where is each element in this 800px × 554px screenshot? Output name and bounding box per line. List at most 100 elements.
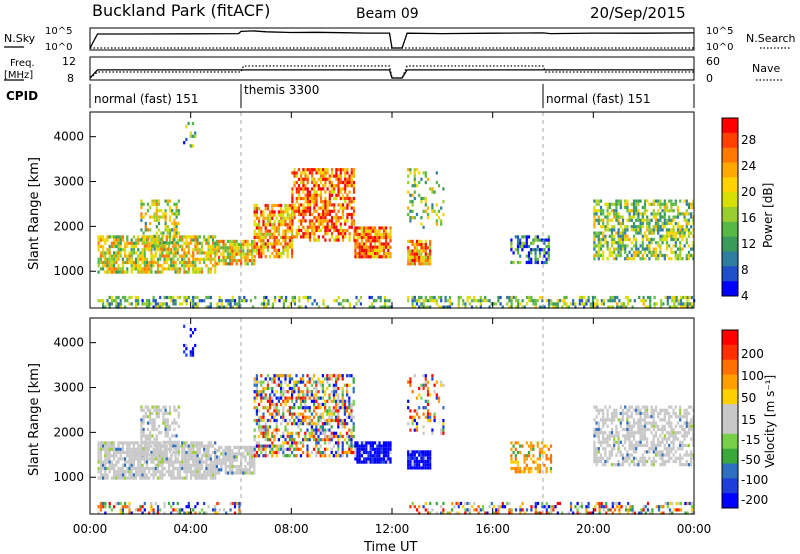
heatmap-cell (686, 295, 689, 300)
heatmap-cell (233, 511, 237, 515)
heatmap-cell (687, 202, 691, 206)
heatmap-cell (194, 134, 197, 138)
heatmap-cell (203, 476, 206, 480)
heatmap-cell (140, 228, 143, 232)
heatmap-cell (510, 302, 513, 306)
heatmap-cell (440, 428, 443, 432)
heatmap-cell (258, 245, 261, 249)
heatmap-cell (674, 253, 677, 258)
heatmap-cell (343, 399, 346, 403)
heatmap-cell (411, 239, 414, 243)
heatmap-cell (150, 264, 153, 268)
heatmap-cell (681, 228, 684, 232)
heatmap-cell (344, 177, 347, 181)
heatmap-cell (339, 203, 342, 207)
heatmap-cell (516, 260, 520, 265)
heatmap-cell (321, 380, 324, 384)
heatmap-cell (108, 254, 111, 258)
heatmap-cell (132, 267, 135, 271)
heatmap-cell (618, 305, 621, 309)
heatmap-cell (339, 187, 342, 191)
heatmap-cell (121, 267, 124, 271)
heatmap-cell (164, 405, 167, 409)
heatmap-cell (176, 295, 179, 300)
heatmap-cell (297, 190, 301, 194)
heatmap-cell (156, 264, 160, 268)
heatmap-cell (317, 415, 320, 419)
heatmap-cell (341, 454, 344, 458)
heatmap-cell (299, 418, 302, 423)
heatmap-cell (435, 212, 438, 217)
heatmap-cell (346, 184, 349, 188)
heatmap-cell (437, 399, 441, 403)
heatmap-cell (594, 505, 597, 509)
heatmap-cell (282, 248, 285, 252)
heatmap-cell (253, 461, 256, 465)
heatmap-cell (424, 450, 427, 454)
heatmap-cell (429, 187, 432, 191)
heatmap-cell (688, 305, 691, 309)
heatmap-cell (168, 440, 172, 444)
heatmap-cell (308, 225, 312, 229)
heatmap-cell (277, 223, 280, 227)
heatmap-cell (630, 225, 633, 229)
heatmap-cell (429, 501, 432, 506)
heatmap-cell (339, 196, 342, 201)
heatmap-cell (363, 229, 366, 233)
heatmap-cell (363, 460, 366, 464)
heatmap-cell (389, 441, 392, 445)
heatmap-cell (358, 457, 361, 461)
heatmap-cell (253, 207, 256, 211)
heatmap-cell (185, 476, 188, 480)
heatmap-cell (117, 470, 120, 474)
heatmap-cell (415, 409, 419, 413)
heatmap-cell (194, 454, 197, 458)
nave-tick-bottom: 0 (706, 72, 713, 85)
heatmap-cell (280, 380, 283, 384)
heatmap-cell (429, 453, 432, 457)
heatmap-cell (665, 205, 669, 210)
heatmap-cell (335, 216, 338, 220)
heatmap-cell (632, 244, 636, 248)
heatmap-cell (462, 299, 465, 303)
heatmap-cell (168, 231, 172, 235)
heatmap-cell (632, 199, 636, 203)
heatmap-cell (435, 299, 438, 303)
heatmap-cell (310, 393, 313, 397)
heatmap-cell (130, 257, 133, 261)
heatmap-cell (104, 260, 107, 265)
heatmap-cell (348, 450, 351, 455)
heatmap-cell (687, 228, 691, 232)
heatmap-cell (643, 257, 647, 261)
heatmap-cell (218, 246, 221, 250)
heatmap-cell (352, 422, 355, 426)
heatmap-cell (574, 305, 577, 309)
heatmap-cell (124, 470, 127, 474)
heatmap-cell (369, 232, 372, 236)
heatmap-cell (407, 459, 410, 464)
heatmap-cell (348, 402, 351, 407)
nave-tick-top: 60 (706, 55, 720, 68)
heatmap-cell (255, 406, 258, 410)
heatmap-cell (371, 450, 374, 455)
heatmap-cell (299, 396, 302, 400)
heatmap-cell (194, 248, 197, 252)
heatmap-cell (437, 209, 441, 213)
heatmap-cell (413, 174, 416, 178)
heatmap-cell (324, 399, 327, 403)
heatmap-cell (508, 299, 511, 303)
heatmap-cell (357, 299, 360, 303)
heatmap-cell (462, 302, 465, 306)
heatmap-cell (668, 215, 671, 219)
heatmap-cell (286, 229, 289, 233)
heatmap-cell (291, 386, 294, 391)
heatmap-cell (291, 295, 294, 300)
heatmap-cell (137, 457, 140, 461)
heatmap-cell (115, 257, 118, 261)
heatmap-cell (264, 377, 267, 381)
heatmap-cell (284, 428, 287, 432)
heatmap-cell (215, 465, 218, 469)
heatmap-cell (673, 299, 676, 303)
heatmap-cell (177, 405, 180, 409)
heatmap-cell (251, 461, 254, 465)
